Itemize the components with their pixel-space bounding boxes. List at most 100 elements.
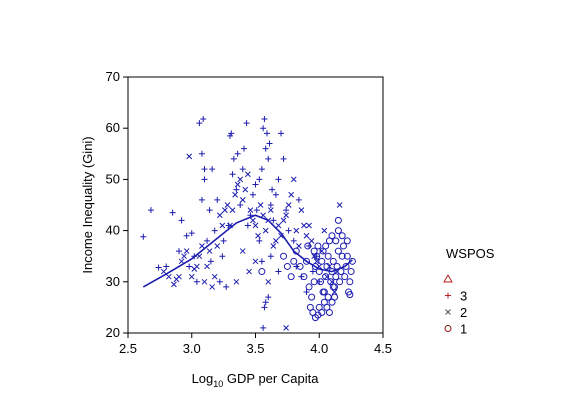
data-point-circle <box>343 237 351 245</box>
data-point-plus <box>211 227 218 234</box>
data-point-plus <box>256 176 263 183</box>
data-point-circle <box>308 293 316 301</box>
data-point-x <box>290 176 297 183</box>
data-point-x <box>232 191 238 198</box>
data-point-x <box>298 207 305 213</box>
x-tick-label: 3.5 <box>246 341 264 356</box>
data-point-x <box>181 253 187 260</box>
data-point-x <box>280 217 287 224</box>
data-point-x <box>176 273 182 280</box>
data-point-circle <box>283 262 291 270</box>
data-point-plus <box>265 294 272 301</box>
data-point-circle <box>319 288 327 296</box>
data-point-circle <box>329 257 337 265</box>
data-point-plus <box>266 140 273 147</box>
data-point-plus <box>216 278 223 285</box>
data-point-x <box>244 171 251 178</box>
data-point-plus <box>260 324 267 331</box>
data-point-x <box>288 191 295 198</box>
x-tick-label: 3.0 <box>183 341 201 356</box>
data-point-plus <box>198 196 205 203</box>
y-tick-label: 60 <box>106 120 120 135</box>
data-point-plus <box>253 207 260 214</box>
data-point-circle <box>325 309 333 317</box>
data-points <box>140 115 356 331</box>
data-point-plus <box>249 191 256 198</box>
data-point-circle <box>280 252 288 260</box>
data-point-circle <box>318 257 326 265</box>
data-point-x <box>275 222 282 229</box>
y-tick-label: 70 <box>106 69 120 84</box>
data-point-circle <box>311 262 319 270</box>
data-point-circle <box>334 227 342 235</box>
data-point-x <box>171 281 177 288</box>
data-point-plus <box>275 268 282 275</box>
data-point-plus <box>225 222 232 229</box>
fit-line <box>142 214 353 288</box>
data-point-circle <box>346 278 354 286</box>
data-point-x <box>252 222 259 229</box>
data-point-circle <box>329 283 337 291</box>
data-point-plus <box>237 202 244 208</box>
data-point-circle <box>338 252 346 260</box>
data-point-circle <box>343 252 351 260</box>
data-point-plus <box>290 237 297 244</box>
legend-triangle-icon <box>443 273 453 283</box>
data-point-plus <box>229 171 236 178</box>
x-axis: 2.5 3.0 3.5 4.0 4.5 <box>119 333 392 356</box>
data-point-x <box>283 212 289 219</box>
data-point-circle <box>305 283 313 291</box>
data-point-circle <box>290 257 298 265</box>
x-axis-title: Log10 GDP per Capita <box>192 371 320 389</box>
data-point-plus <box>280 155 287 162</box>
data-point-x <box>165 273 172 280</box>
data-point-circle <box>310 247 318 255</box>
y-tick-label: 20 <box>106 325 120 340</box>
data-point-plus <box>176 248 182 255</box>
x-tick-label: 2.5 <box>119 341 137 356</box>
data-point-plus <box>243 120 250 127</box>
data-point-circle <box>341 273 349 281</box>
data-point-plus <box>200 115 207 122</box>
data-point-x <box>293 227 300 234</box>
data-point-x <box>237 176 244 183</box>
data-point-x <box>270 243 277 249</box>
data-point-plus <box>223 283 230 290</box>
data-point-circle <box>348 257 356 265</box>
data-point-x <box>209 284 216 290</box>
data-point-circle <box>334 247 342 255</box>
data-point-x <box>295 243 302 249</box>
data-point-x <box>239 197 246 203</box>
data-point-x <box>206 248 213 254</box>
data-point-x <box>250 217 256 224</box>
data-point-plus <box>267 202 274 208</box>
data-point-plus <box>214 196 221 203</box>
legend-plus-icon <box>445 292 451 299</box>
data-point-plus <box>303 289 310 296</box>
data-point-circle <box>331 293 339 301</box>
data-point-plus <box>270 217 277 224</box>
data-point-x <box>234 181 241 188</box>
data-point-plus <box>275 176 282 183</box>
data-point-x <box>308 237 315 244</box>
data-point-x <box>321 227 328 234</box>
data-point-plus <box>267 253 274 260</box>
data-point-circle <box>322 273 330 281</box>
data-point-x <box>233 278 240 285</box>
data-point-plus <box>228 130 235 137</box>
data-point-circle <box>334 216 342 224</box>
data-point-plus <box>220 237 227 244</box>
data-point-x <box>186 153 193 160</box>
data-point-x <box>336 202 343 208</box>
data-point-plus <box>285 227 292 234</box>
data-point-x <box>214 243 221 249</box>
data-point-x <box>278 232 284 239</box>
data-point-circle <box>324 293 332 301</box>
x-tick-label: 4.0 <box>310 341 328 356</box>
data-point-circle <box>336 278 344 286</box>
data-point-plus <box>188 230 195 237</box>
legend-label: 1 <box>460 322 467 337</box>
data-point-plus <box>186 263 193 270</box>
y-axis-title: Income Inequality (Gini) <box>80 136 95 273</box>
data-point-x <box>303 232 310 239</box>
